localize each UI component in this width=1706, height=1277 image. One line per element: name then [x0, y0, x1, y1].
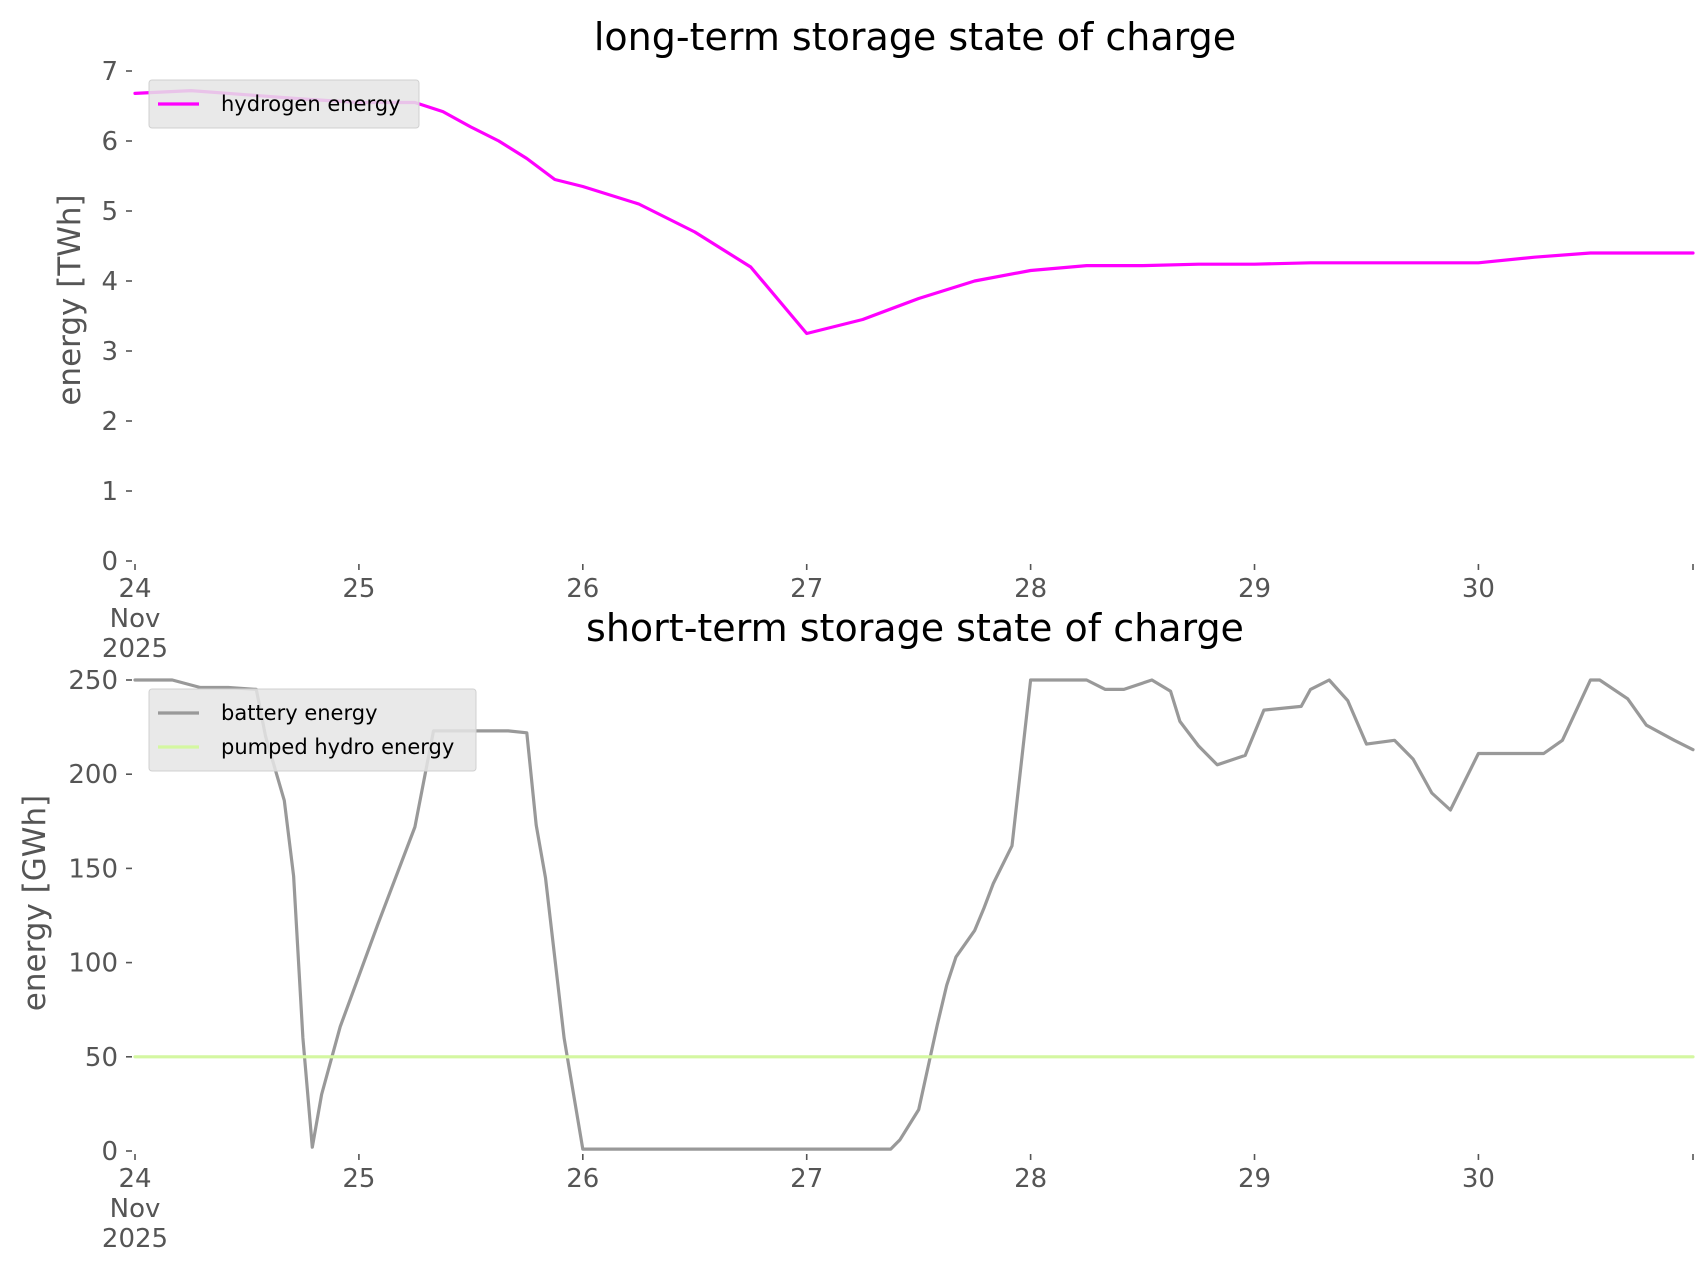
- legend-box: [148, 688, 477, 772]
- chart-title-long-term: long-term storage state of charge: [594, 15, 1236, 59]
- series-line-battery-energy: [133, 678, 1695, 1151]
- x-tick-label: 25: [342, 1164, 375, 1194]
- x-tick-label: 27: [790, 574, 823, 604]
- y-tick-label: 150: [68, 854, 118, 884]
- x-tick-label: 26: [566, 1164, 599, 1194]
- y-axis-label-long-term: energy [TWh]: [52, 194, 88, 405]
- x-tick-label: 28: [1014, 574, 1047, 604]
- legend-label-pumped-hydro-energy: pumped hydro energy: [221, 735, 454, 759]
- y-tick-label: 200: [68, 760, 118, 790]
- y-tick-label: 0: [101, 547, 118, 577]
- x-tick-label: 30: [1462, 1164, 1495, 1194]
- x-tick-label: 29: [1238, 574, 1271, 604]
- y-tick-label: 100: [68, 949, 118, 979]
- x-tick-label: 24 Nov 2025: [102, 574, 168, 664]
- series-line-hydrogen-energy: [133, 88, 1695, 336]
- x-tick-label: 25: [342, 574, 375, 604]
- x-tick-label: 30: [1462, 574, 1495, 604]
- y-tick-label: 6: [101, 127, 118, 157]
- x-tick-label: 27: [790, 1164, 823, 1194]
- y-tick-label: 7: [101, 57, 118, 87]
- legend-label-hydrogen-energy: hydrogen energy: [221, 92, 401, 116]
- chart-title-short-term: short-term storage state of charge: [586, 606, 1244, 650]
- y-tick-label: 0: [101, 1137, 118, 1167]
- y-tick-label: 2: [101, 407, 118, 437]
- legend-label-battery-energy: battery energy: [221, 701, 378, 725]
- x-tick-label: 29: [1238, 1164, 1271, 1194]
- x-tick-label: 28: [1014, 1164, 1047, 1194]
- x-tick-label: 26: [566, 574, 599, 604]
- x-tick-label: 24 Nov 2025: [102, 1164, 168, 1254]
- legend-box: [148, 79, 420, 129]
- y-axis-label-short-term: energy [GWh]: [17, 795, 53, 1011]
- axes-long-term: 0 1 2 3 4 5 6 7 24 Nov 2025 25 26 27 28 29 30 hydrogen en…: [101, 57, 1695, 664]
- y-tick-label: 250: [68, 666, 118, 696]
- y-tick-label: 1: [101, 477, 118, 507]
- axes-short-term: 0 50 100 150 200 250 24 Nov 2025 25 26 27 28 29 30 batt…: [68, 666, 1695, 1254]
- y-tick-label: 50: [85, 1043, 118, 1073]
- y-tick-label: 4: [101, 267, 118, 297]
- y-tick-label: 3: [101, 337, 118, 367]
- y-tick-label: 5: [101, 197, 118, 227]
